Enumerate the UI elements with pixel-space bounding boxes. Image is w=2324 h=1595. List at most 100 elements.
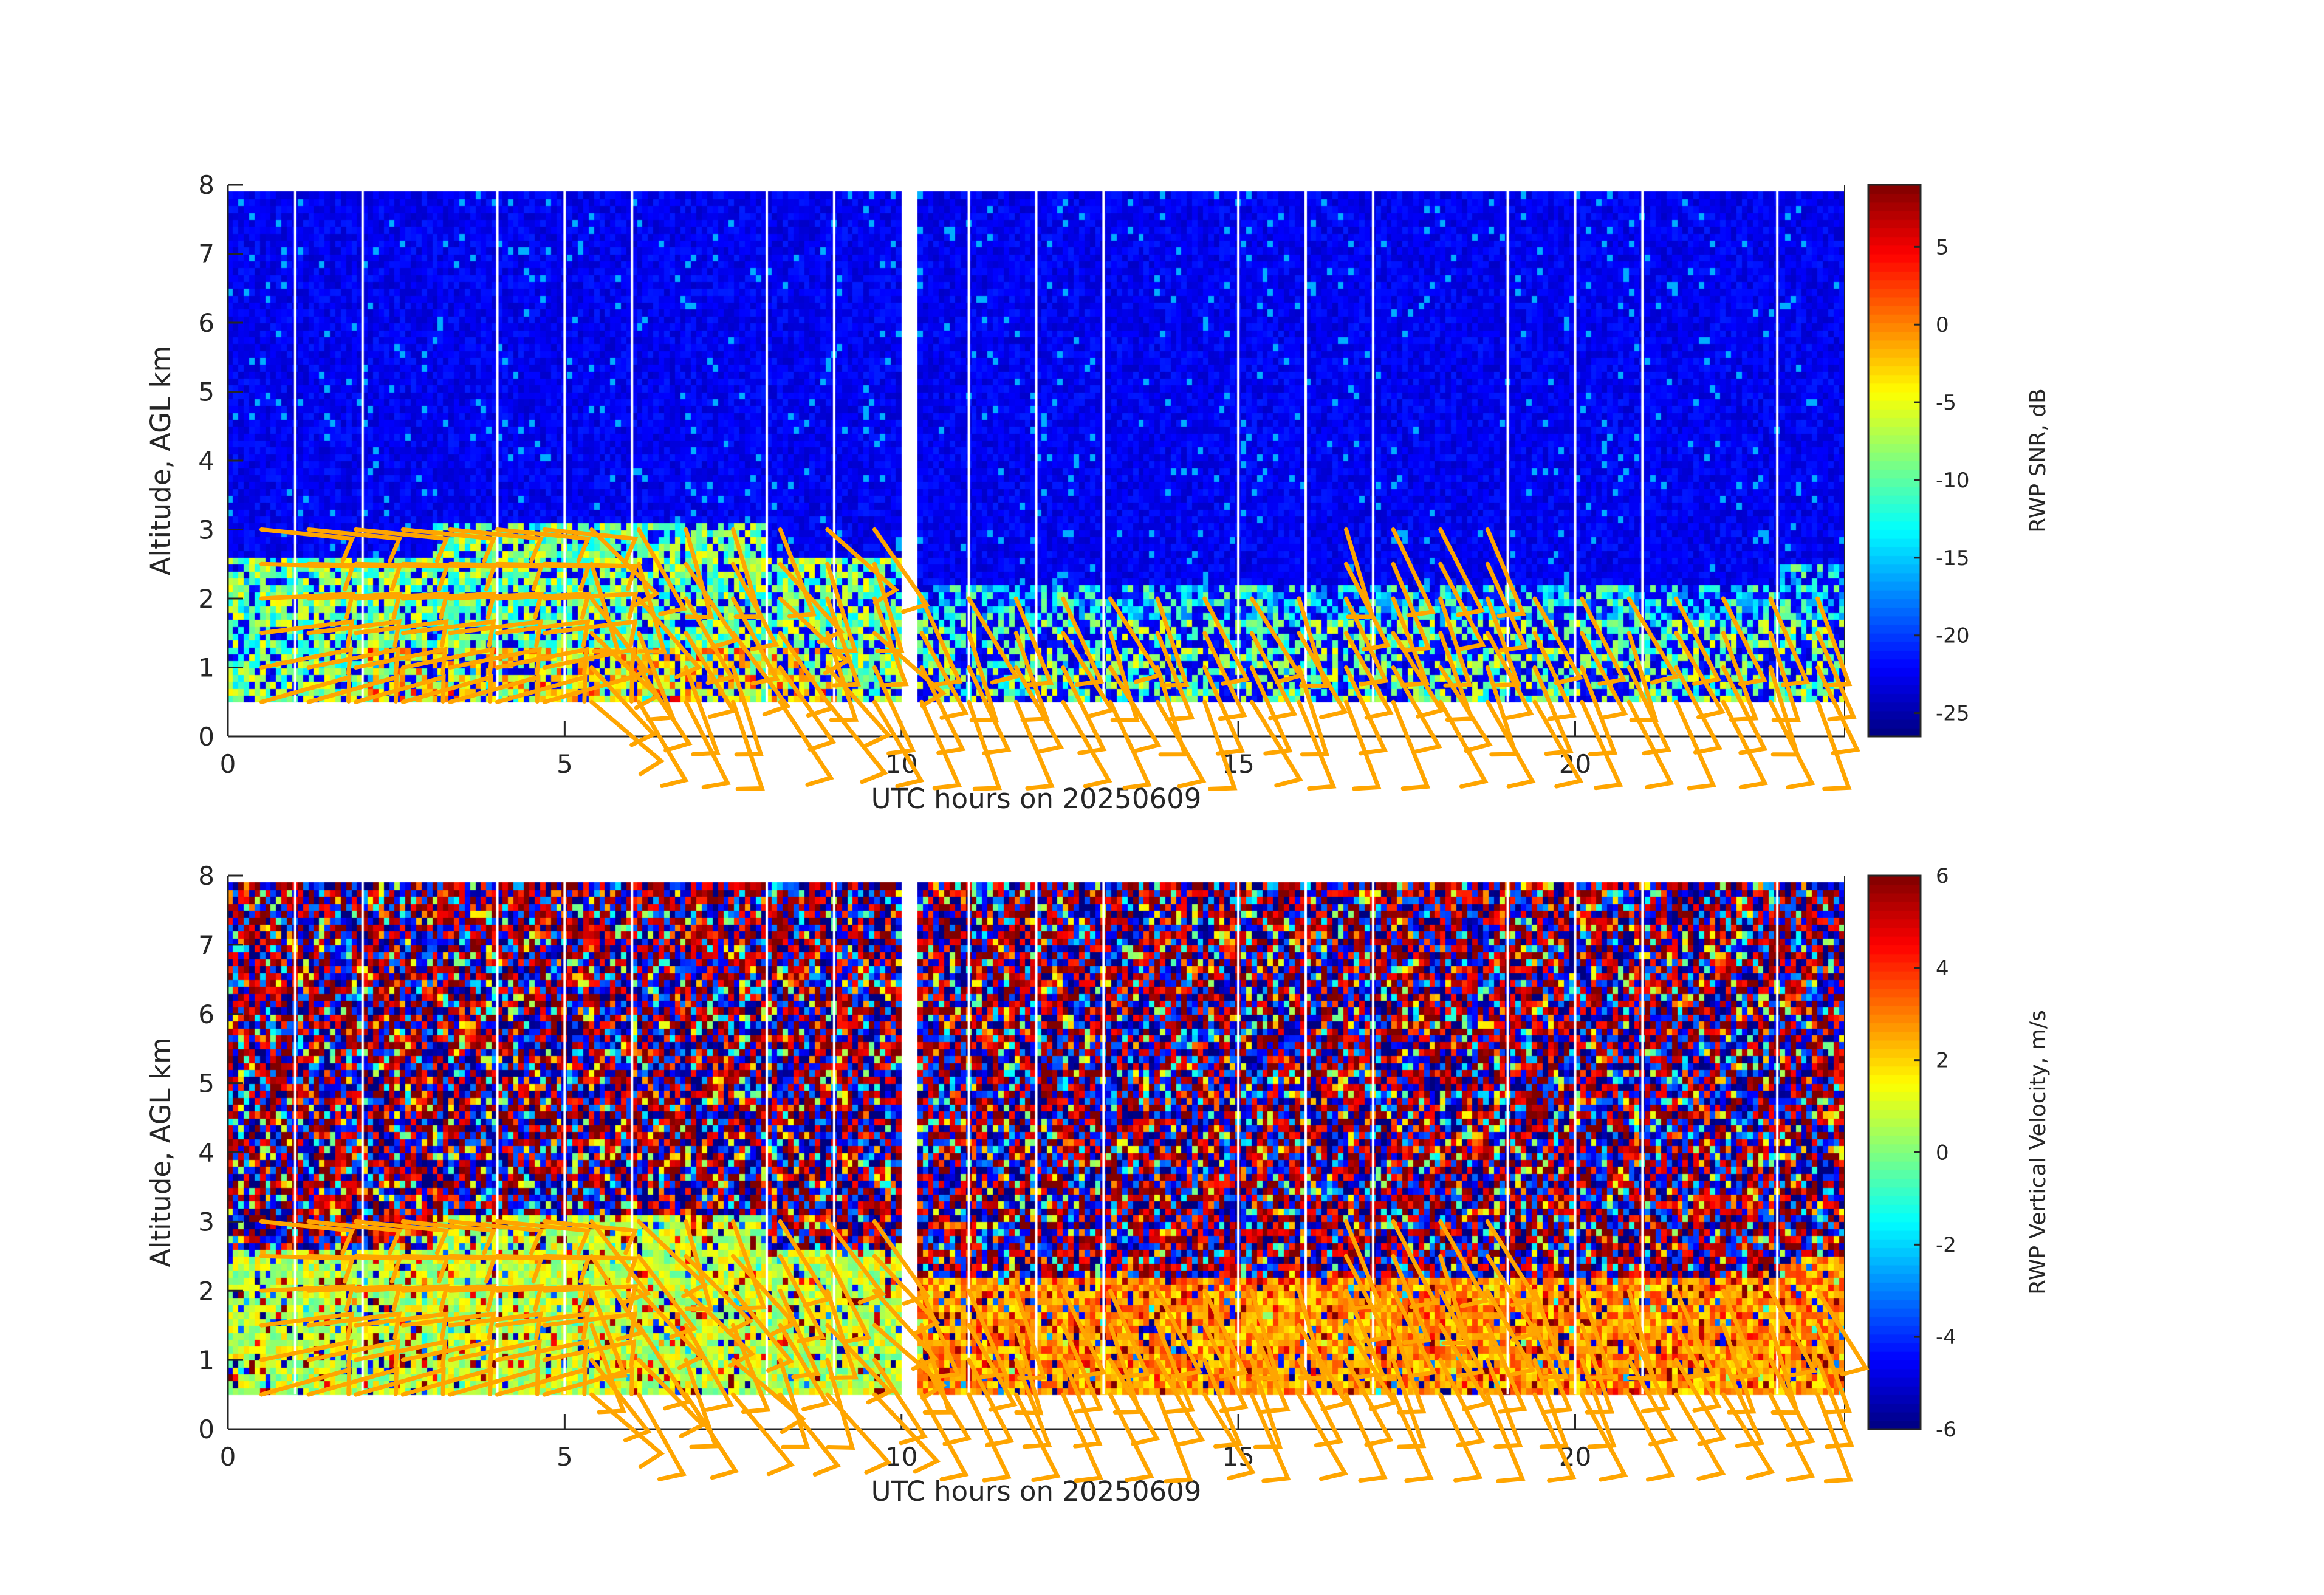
wind-barb [684,561,739,650]
y-tick-label: 1 [198,1345,214,1375]
wind-barb [1580,1357,1617,1449]
wind-barb [1249,665,1293,756]
colorbar-tick-label: -20 [1936,624,1970,648]
wind-barb [778,1254,826,1343]
wind-barb [1013,631,1050,722]
wind-barb [1155,1357,1205,1447]
wind-barb [1580,1288,1614,1380]
wind-barb [731,631,791,716]
wind-barb [1391,1392,1434,1483]
wind-barb [1815,1392,1854,1484]
wind-barb [1626,1392,1676,1482]
wind-barb [1485,596,1521,688]
colorbar-tick-label: -6 [1936,1418,1956,1442]
wind-barb [731,561,780,651]
wind-barb [1061,596,1105,687]
colorbar-tick-label: -10 [1936,468,1970,493]
wind-barb [259,1367,352,1397]
wind-barb [306,1219,403,1255]
wind-barb [589,1323,626,1415]
wind-barb [354,1284,450,1312]
wind-barb [542,1219,639,1255]
wind-barb [1202,1323,1249,1413]
wind-barb [1108,699,1152,791]
wind-barb [1721,631,1759,722]
wind-barb [589,665,657,747]
wind-barb [825,631,859,722]
wind-barb [1013,665,1064,755]
wind-barb [684,631,737,719]
colorbar-frame [1867,874,1922,1430]
wind-barb [1344,527,1376,619]
wind-barb [495,591,591,620]
wind-barb [1438,561,1486,651]
wind-barb [1815,631,1857,722]
wind-barb [448,1284,544,1312]
colorbar-tick-label: -5 [1936,391,1956,415]
wind-barb [778,1323,831,1411]
wind-barb [306,619,402,648]
wind-barb [1391,665,1442,754]
wind-barb [259,619,355,648]
y-tick-label: 8 [198,861,214,891]
wind-barb [1532,631,1577,721]
wind-barb [919,665,966,755]
wind-barb [1438,596,1473,688]
y-tick-label: 1 [198,653,214,683]
y-tick-label: 2 [198,584,214,614]
wind-barb [1013,1357,1052,1449]
wind-barb [259,674,352,704]
wind-barb [1249,631,1298,721]
wind-barbs [259,527,1860,791]
wind-barb [919,699,962,791]
wind-barb [1155,596,1190,688]
wind-barb [448,591,544,620]
wind-barb [1438,699,1489,789]
y-tick-label: 0 [198,722,214,752]
wind-barb [306,647,401,676]
wind-barb [400,619,496,648]
wind-barb [589,561,622,654]
wind-barb [259,591,355,620]
wind-barb [919,596,963,687]
wind-barb [967,1392,1012,1483]
wind-barbs [259,1219,1870,1484]
wind-barb [400,527,497,563]
wind-barb [1249,1392,1291,1483]
wind-barb [1344,1254,1391,1344]
wind-barb [872,699,925,789]
wind-barb [1626,1323,1671,1414]
wind-barb [1674,665,1722,755]
wind-barb [448,674,540,704]
wind-barb [1674,631,1726,719]
wind-barb [1485,527,1526,619]
wind-barb [495,527,591,563]
colorbar-tick-label: -25 [1936,702,1970,726]
snr-colorbar [1868,185,1921,736]
wind-barb [1768,1288,1818,1378]
wind-barb [1532,665,1574,756]
wind-barb [825,1254,872,1344]
y-axis-label: Altitude, AGL km [145,1037,177,1267]
wind-barb [542,527,639,563]
wind-barb [1532,1323,1573,1414]
wind-barb [1580,631,1628,721]
wind-barb [1438,1219,1489,1308]
wind-barb [1155,631,1195,722]
wind-barb [354,1367,446,1397]
wind-barb [542,647,637,676]
wind-barb [825,561,859,653]
wind-barb [354,1311,449,1340]
wind-barb [1768,631,1801,722]
wind-barb [1249,699,1303,788]
wind-barb [872,596,909,688]
wind-barb [1674,699,1716,791]
wind-barb [1061,699,1112,789]
wind-barb [354,1219,450,1255]
wind-barb [354,1339,448,1368]
wind-barb [259,1284,355,1312]
wind-barb [1580,665,1618,756]
wind-barb [636,665,693,753]
wind-barb [1202,699,1238,791]
